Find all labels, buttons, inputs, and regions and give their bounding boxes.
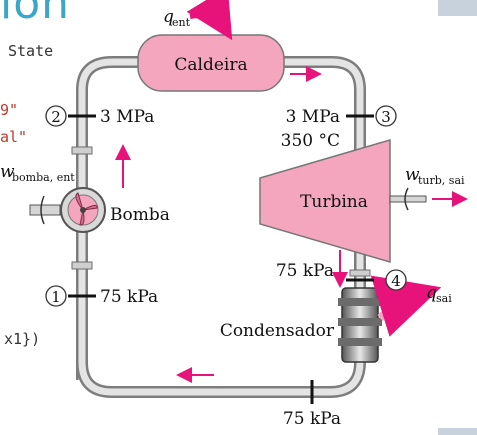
bottom-pressure-label: 75 kPa — [283, 409, 341, 429]
heat-in-indicator: q ent — [163, 0, 233, 41]
code-line-string-2: al" — [0, 128, 28, 146]
w-turb-subscript: turb, sai — [418, 174, 465, 187]
side-panel-top — [438, 0, 477, 16]
condenser-label: Condensador — [220, 321, 335, 341]
state-3: 3 3 MPa 350 °C — [281, 105, 397, 151]
pump-label: Bomba — [110, 205, 170, 225]
svg-text:3: 3 — [381, 108, 391, 126]
boiler-label: Caldeira — [174, 55, 247, 75]
state-4: 4 75 kPa — [276, 261, 407, 291]
slide-title-fragment: ion — [0, 0, 71, 29]
state-3-label: 3 MPa — [286, 107, 340, 127]
code-line-call: x1}) — [4, 330, 41, 348]
code-line-state: State — [8, 42, 54, 60]
state-2-label: 3 MPa — [100, 107, 154, 127]
pump: Bomba w bomba, ent — [0, 162, 170, 233]
turbine: Turbina — [259, 138, 391, 264]
q-out-symbol: q — [426, 283, 437, 303]
svg-text:4: 4 — [391, 272, 401, 290]
side-panel-bottom — [438, 428, 477, 435]
turbine-work-output: w turb, sai — [389, 165, 468, 211]
code-line-string-1: 9" — [0, 101, 19, 119]
bottom-pressure: 75 kPa — [283, 380, 341, 429]
boiler: Caldeira — [137, 34, 285, 92]
q-in-symbol: q — [163, 7, 174, 27]
svg-text:2: 2 — [51, 108, 61, 126]
state-3-label-temp: 350 °C — [281, 131, 340, 151]
svg-text:1: 1 — [51, 288, 61, 306]
q-out-subscript: sai — [436, 292, 452, 305]
w-turb-symbol: w — [405, 165, 420, 185]
w-pump-subscript: bomba, ent — [12, 171, 75, 184]
w-pump-symbol: w — [0, 162, 15, 182]
state-1-label: 75 kPa — [100, 287, 158, 307]
condenser: Condensador q sai — [220, 275, 452, 363]
turbine-label: Turbina — [300, 192, 368, 212]
state-1: 1 75 kPa — [45, 285, 158, 307]
q-in-subscript: ent — [172, 16, 191, 29]
state-2: 2 3 MPa — [45, 105, 154, 127]
state-4-label: 75 kPa — [276, 261, 334, 281]
